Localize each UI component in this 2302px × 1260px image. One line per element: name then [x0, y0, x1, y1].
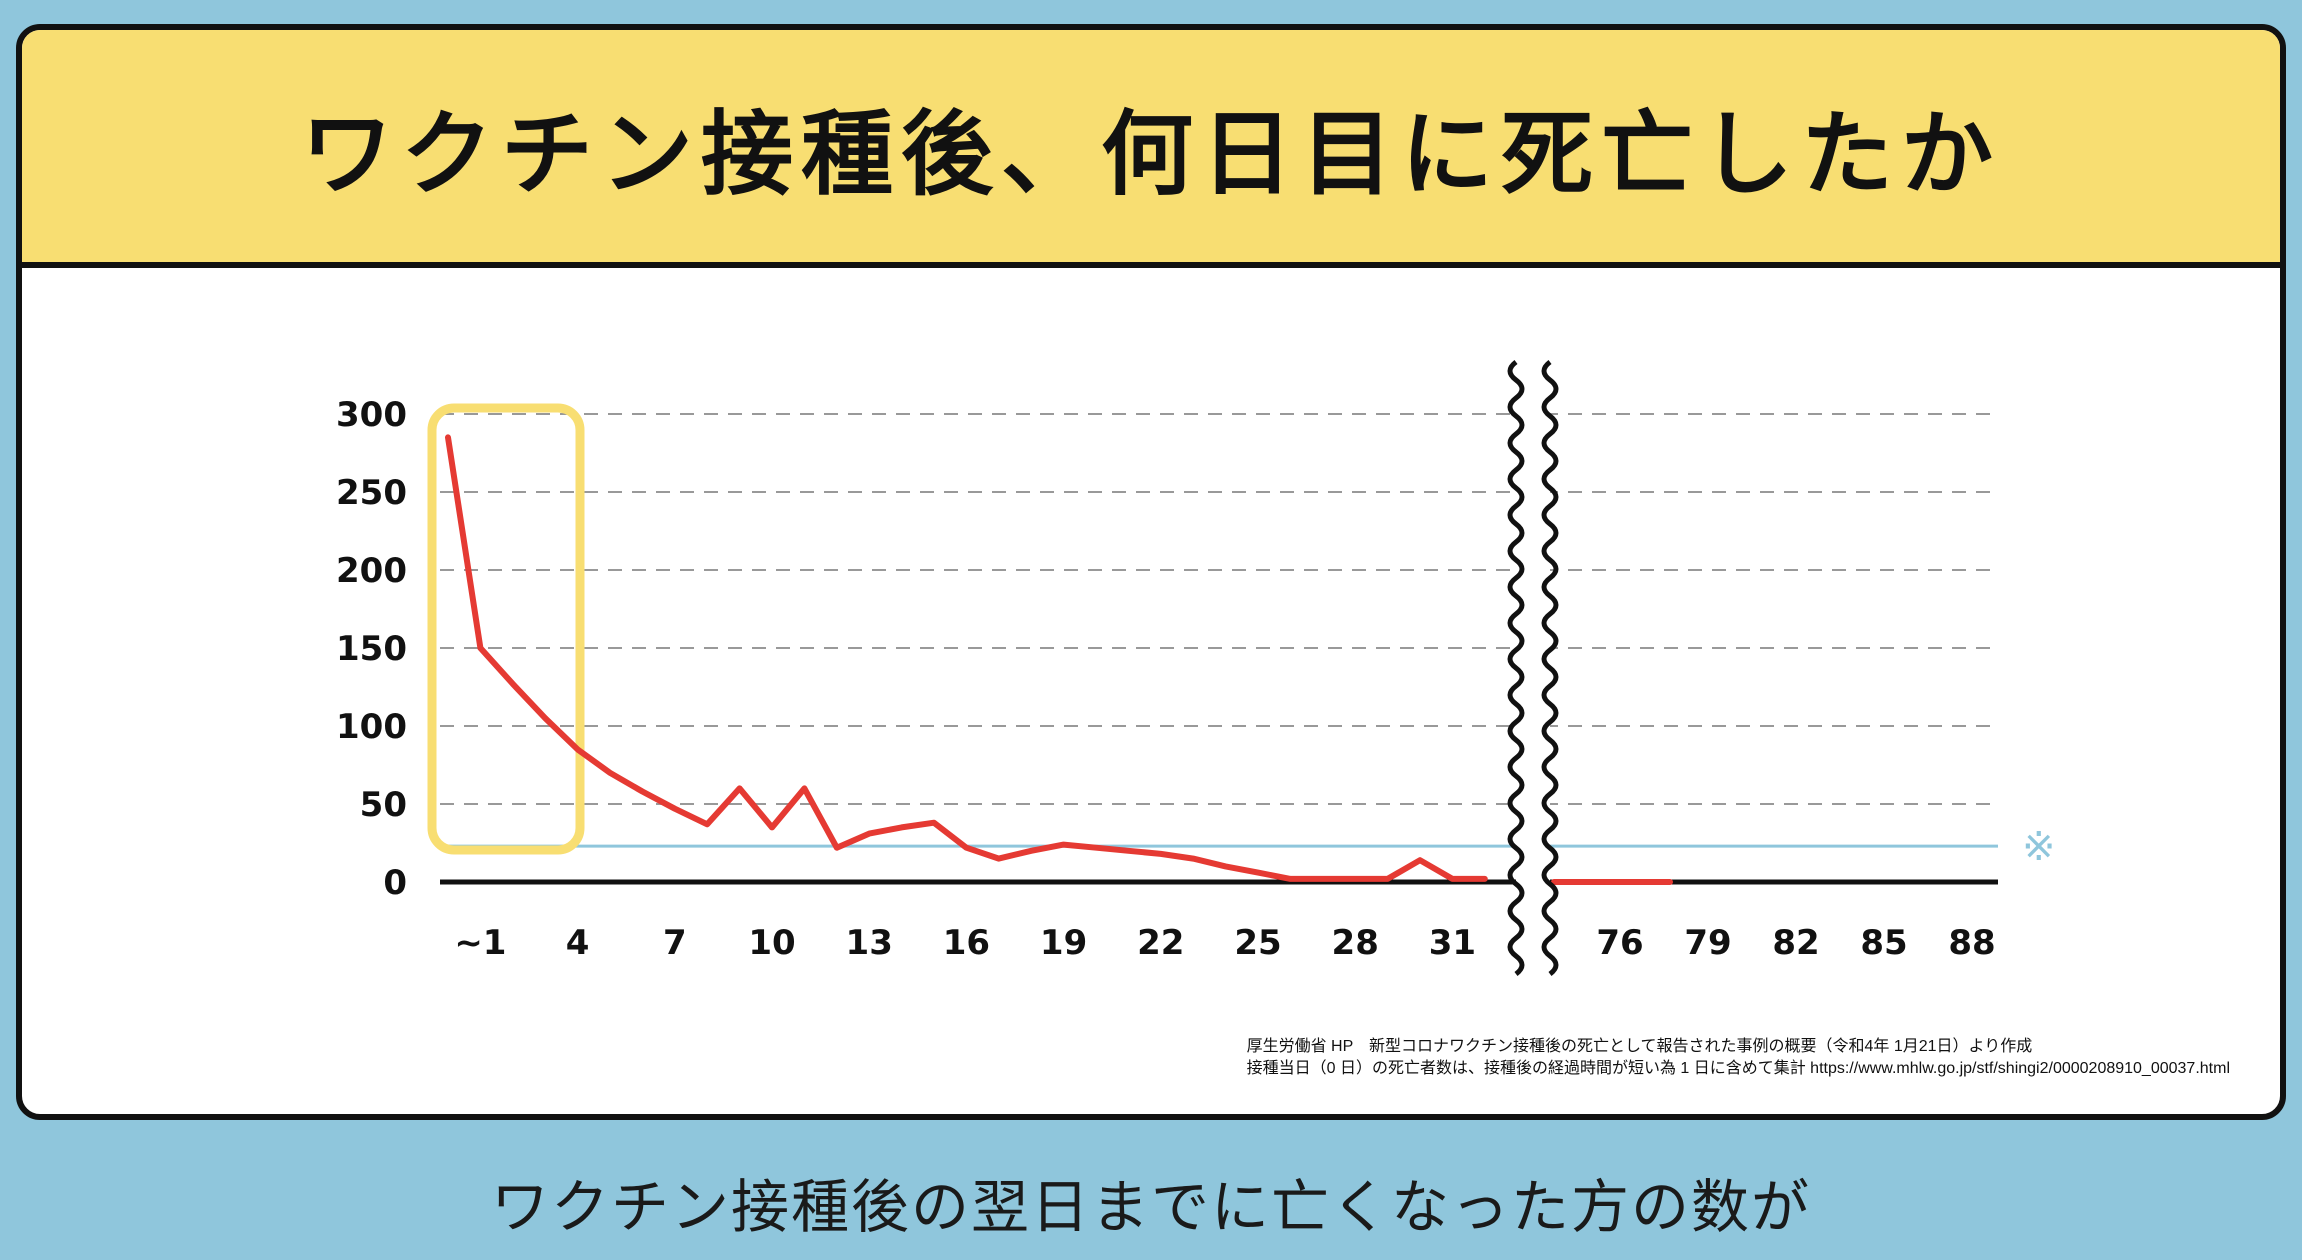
x-tick-label: 7: [663, 923, 687, 963]
x-tick-label: 13: [846, 923, 893, 963]
y-tick-label: 0: [383, 863, 407, 903]
x-tick-label: 85: [1860, 923, 1907, 963]
break-wave-right: [1541, 360, 1559, 976]
source-line-1: 厚生労働省 HP 新型コロナワクチン接種後の死亡として報告された事例の概要（令和…: [1246, 1038, 2033, 1055]
x-tick-label: 22: [1137, 923, 1184, 963]
x-tick-label: 19: [1040, 923, 1087, 963]
x-tick-label: 76: [1596, 923, 1643, 963]
x-tick-label: 82: [1772, 923, 1819, 963]
gridlines: [440, 413, 1998, 805]
chart-card: ワクチン接種後、何日目に死亡したか 0 50 100 150 200 250 300 ※ ~1 4…: [16, 24, 2286, 1120]
source-line-2: 接種当日（0 日）の死亡者数は、接種後の経過時間が短い為 1 日に含めて集計 h…: [1246, 1060, 2230, 1077]
y-tick-label: 200: [336, 551, 407, 591]
x-tick-label: 31: [1429, 923, 1476, 963]
y-tick-label: 50: [360, 785, 407, 825]
series-lines: [445, 434, 1673, 885]
line-chart: 0 50 100 150 200 250 300 ※ ~1 4 7 10 13 16 19 22 25 28 31 7…: [336, 360, 2056, 976]
highlight-group: [427, 403, 585, 855]
x-tick-label: 16: [943, 923, 990, 963]
x-tick-label: 10: [748, 923, 795, 963]
x-tick-label: 25: [1234, 923, 1281, 963]
series-line: [445, 434, 1488, 882]
x-tick-label: 4: [566, 923, 590, 963]
note-mark: ※: [2022, 824, 2056, 870]
caption-subtitle: ワクチン接種後の翌日までに亡くなった方の数が: [490, 1173, 1811, 1241]
y-tick-label: 300: [336, 395, 407, 435]
x-tick-label: 79: [1684, 923, 1731, 963]
x-tick-label: 88: [1948, 923, 1995, 963]
axis-break: [1507, 360, 1559, 976]
x-tick-label: 28: [1332, 923, 1379, 963]
highlight-box: [427, 403, 585, 855]
tick-labels: 0 50 100 150 200 250 300 ※ ~1 4 7 10 13 16 19 22 25 28 31 7…: [336, 395, 2056, 963]
source-note: 厚生労働省 HP 新型コロナワクチン接種後の死亡として報告された事例の概要（令和…: [1247, 1036, 2230, 1080]
title-banner: ワクチン接種後、何日目に死亡したか: [22, 30, 2280, 268]
y-tick-label: 100: [336, 707, 407, 747]
y-tick-label: 250: [336, 473, 407, 513]
break-wave-left: [1507, 360, 1525, 976]
page-title: ワクチン接種後、何日目に死亡したか: [300, 100, 2001, 208]
y-tick-label: 150: [336, 629, 407, 669]
x-tick-label: ~1: [454, 923, 506, 963]
